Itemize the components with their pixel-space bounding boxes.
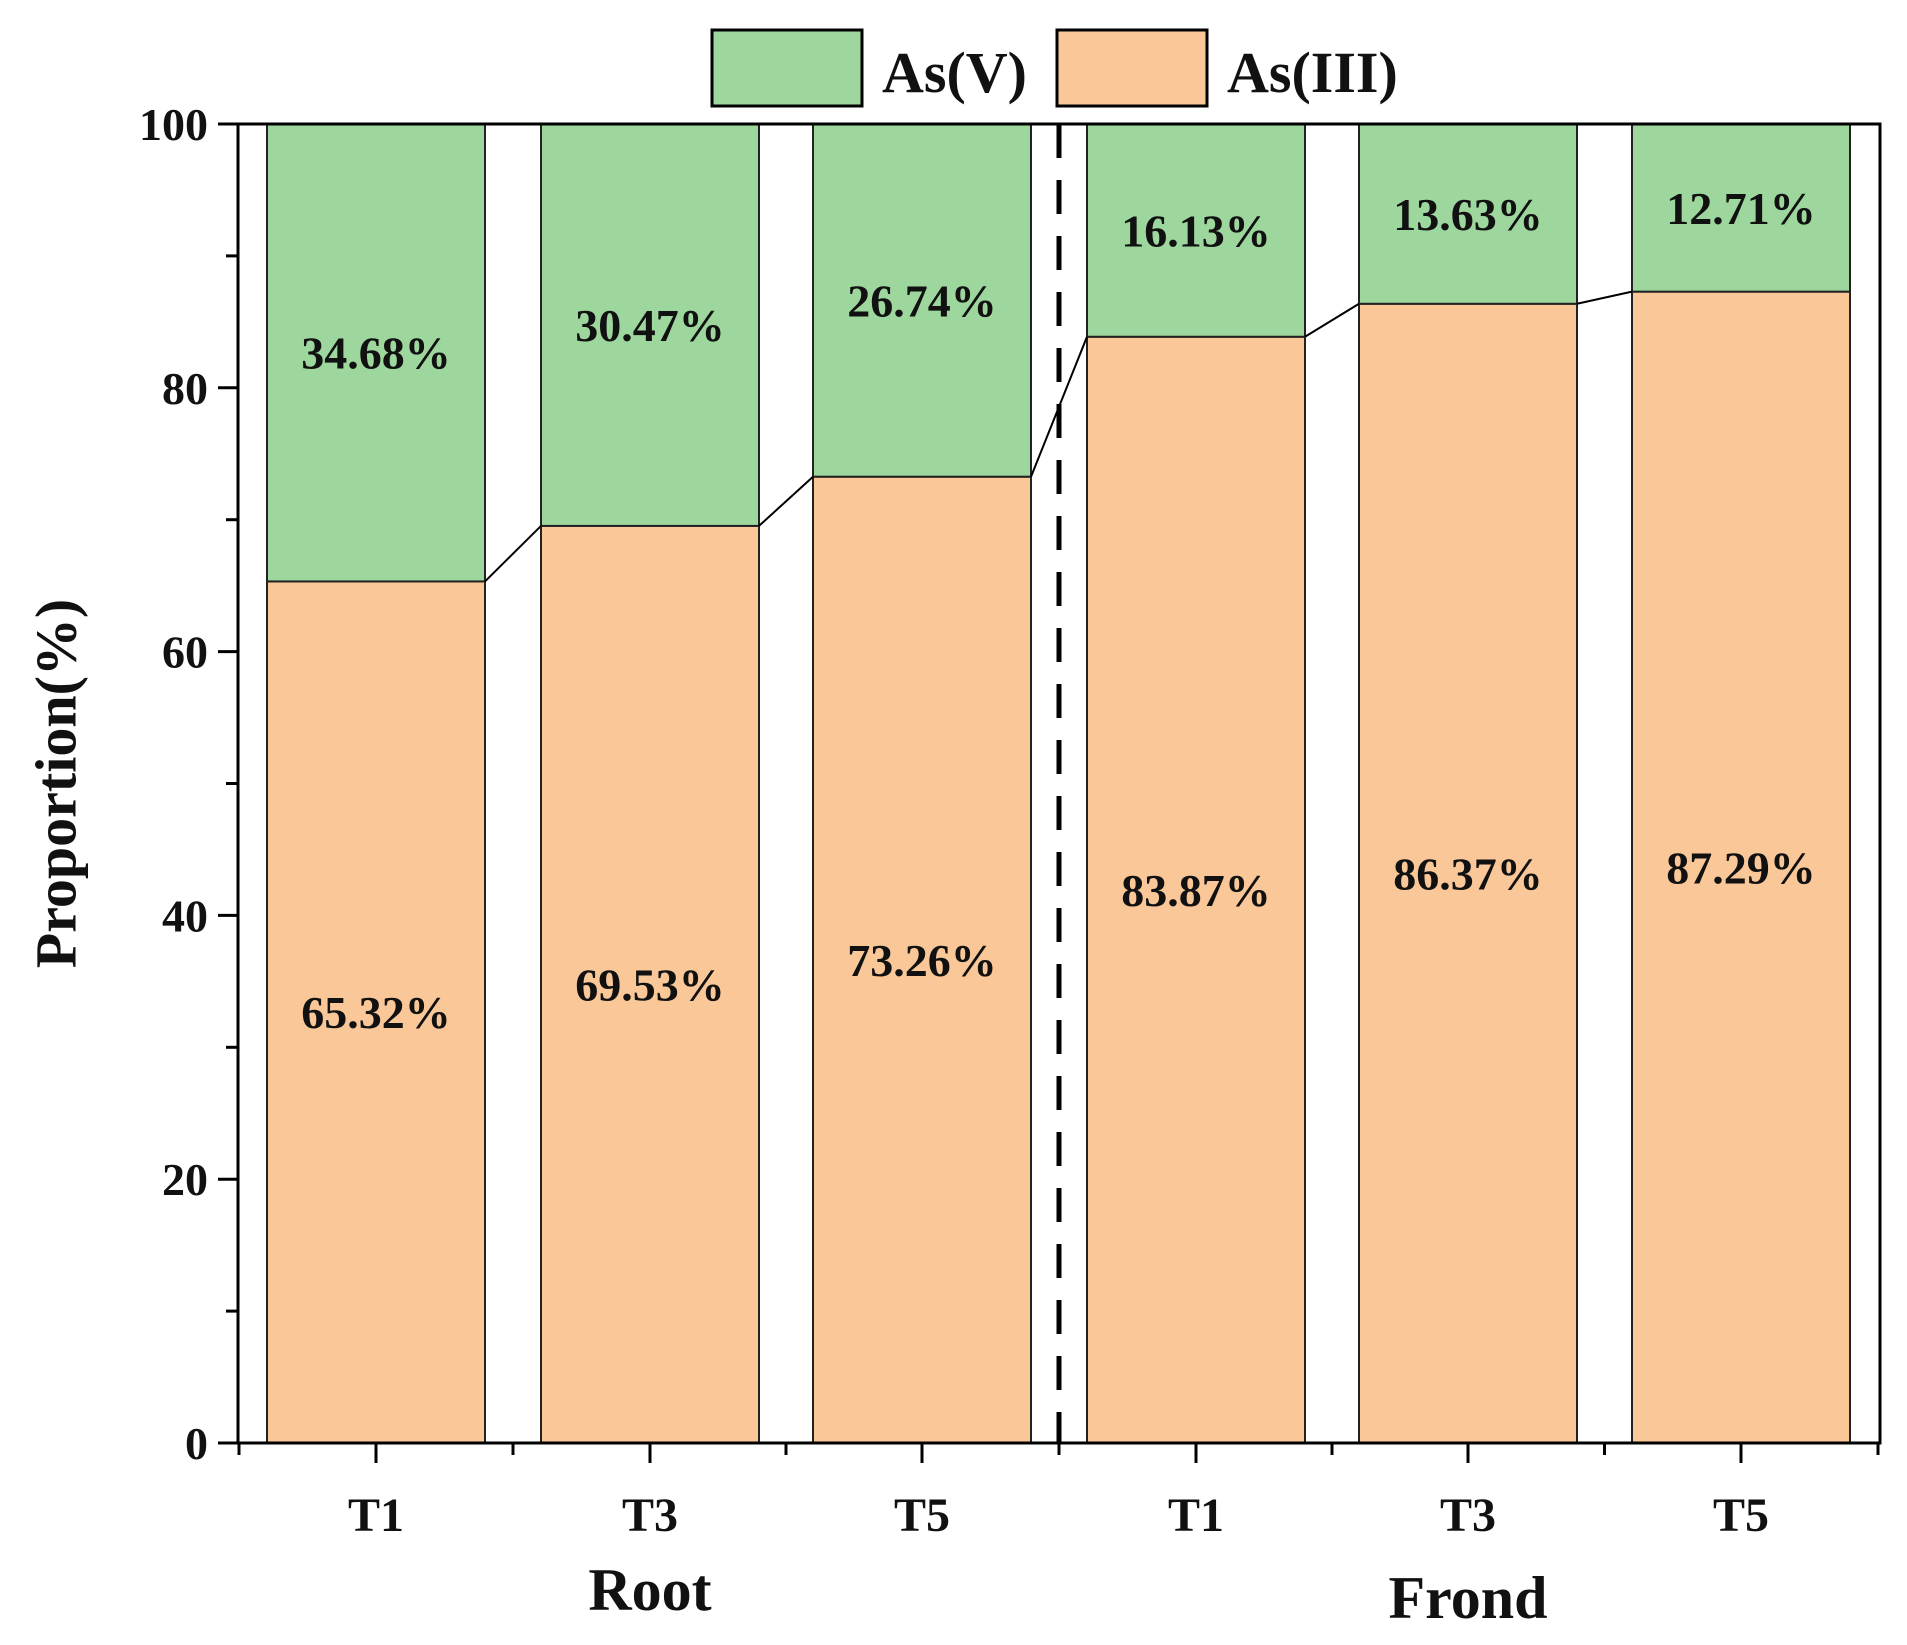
legend-swatch-asiii (1055, 28, 1209, 108)
value-label-as-iii-6: 87.29% (1666, 842, 1816, 893)
x-tick-label: T1 (1168, 1489, 1224, 1542)
y-tick-label: 0 (185, 1418, 208, 1469)
group-label-root: Root (588, 1557, 711, 1623)
value-label-as-iii-4: 83.87% (1121, 865, 1271, 916)
value-label-as-v-4: 16.13% (1121, 205, 1271, 256)
value-label-as-v-5: 13.63% (1393, 189, 1543, 240)
bar-as-v-2 (540, 123, 760, 527)
y-axis-title: Proportion(%) (23, 599, 88, 968)
y-tick-label: 20 (162, 1154, 208, 1205)
value-labels: 65.32% 34.68% 69.53% 30.47% 73.26% 26.74% 83.8… (301, 183, 1816, 1038)
value-label-as-v-1: 34.68% (301, 328, 451, 379)
value-label-as-iii-1: 65.32% (301, 987, 451, 1038)
x-tick-label: T1 (348, 1489, 404, 1542)
y-tick-label: 100 (139, 99, 208, 150)
bar-as-v-6 (1631, 123, 1851, 293)
x-tick-label: T3 (622, 1489, 678, 1542)
value-label-as-iii-5: 86.37% (1393, 848, 1543, 899)
bar-as-v-3 (812, 123, 1032, 478)
x-tick-label: T5 (1713, 1489, 1769, 1542)
y-tick-label: 60 (162, 627, 208, 678)
x-tick-label: T3 (1440, 1489, 1496, 1542)
bar-as-iii-3 (812, 475, 1032, 1444)
bar-as-v-1 (266, 123, 486, 583)
bar-as-iii-1 (266, 580, 486, 1444)
bar-as-iii-6 (1631, 290, 1851, 1444)
bar-as-iii-4 (1086, 335, 1306, 1444)
y-axis: 0 20 40 60 80 100 (139, 99, 238, 1469)
connector-line-1 (484, 525, 542, 583)
legend-label-asiii: As(III) (1227, 40, 1398, 105)
legend-swatch-asv (710, 28, 864, 108)
y-tick-label: 40 (162, 890, 208, 941)
x-tick-label: T5 (894, 1489, 950, 1542)
connector-line-4 (1304, 302, 1360, 338)
connector-line-2 (758, 475, 814, 527)
x-axis: T1 T3 T5 T1 T3 T5 (237, 1443, 1880, 1542)
bar-as-v-4 (1086, 123, 1306, 338)
legend: As(V) As(III) (710, 28, 1398, 108)
group-labels: Root Frond (588, 1557, 1547, 1631)
value-label-as-v-2: 30.47% (575, 300, 725, 351)
bar-as-v-5 (1358, 123, 1578, 305)
bars (266, 123, 1851, 1445)
value-label-as-iii-3: 73.26% (847, 935, 997, 986)
value-label-as-iii-2: 69.53% (575, 959, 725, 1010)
connector-line-5 (1576, 290, 1633, 305)
value-label-as-v-6: 12.71% (1666, 183, 1816, 234)
legend-label-asv: As(V) (882, 40, 1027, 105)
value-label-as-v-3: 26.74% (847, 275, 997, 326)
y-tick-label: 80 (162, 363, 208, 414)
group-label-frond: Frond (1389, 1565, 1548, 1631)
